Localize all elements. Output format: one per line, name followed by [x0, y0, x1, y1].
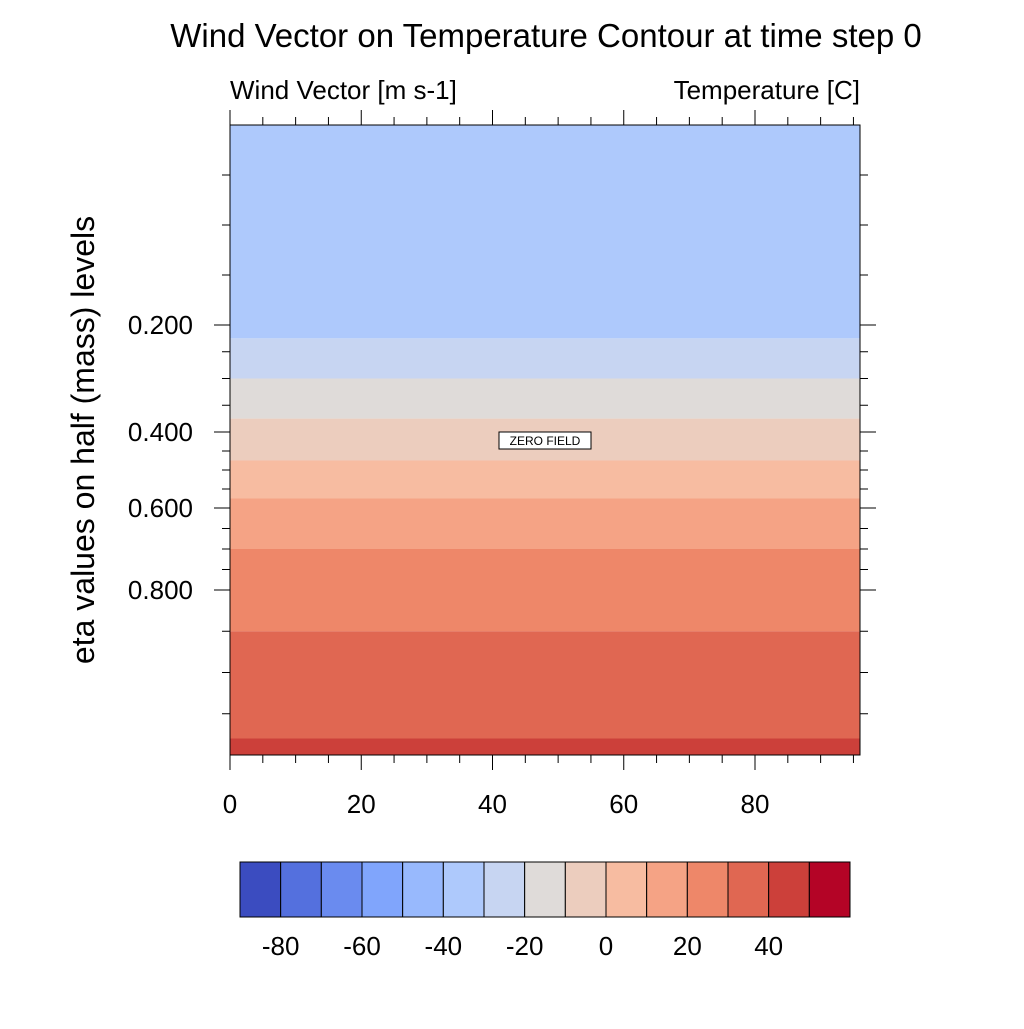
y-tick-label: 0.800	[128, 575, 193, 605]
colorbar-box-5	[442, 861, 485, 918]
colorbar-tick-label: -20	[506, 931, 544, 961]
colorbar-tick-label: -80	[262, 931, 300, 961]
x-tick-label: 80	[741, 789, 770, 819]
colorbar-box-0	[239, 861, 282, 918]
colorbar-box-7	[524, 861, 566, 918]
contour-band-1	[230, 338, 860, 379]
colorbar-box-12	[727, 861, 770, 918]
contour-band-6	[230, 549, 860, 632]
colorbar-tick-label: -60	[343, 931, 381, 961]
y-tick-labels: 0.200 0.400 0.600 0.800	[128, 310, 193, 605]
temperature-contour-fill	[230, 125, 860, 755]
contour-band-0	[230, 125, 860, 339]
x-tick-label: 0	[223, 789, 237, 819]
colorbar-box-6	[483, 861, 526, 918]
colorbar-box-3	[361, 861, 404, 918]
left-subtitle: Wind Vector [m s-1]	[230, 75, 457, 105]
x-tick-label: 60	[609, 789, 638, 819]
colorbar-box-11	[686, 861, 729, 918]
contour-band-7	[230, 631, 860, 739]
contour-band-5	[230, 498, 860, 549]
colorbar-tick-label: 20	[673, 931, 702, 961]
y-tick-label: 0.400	[128, 417, 193, 447]
x-tick-labels: 0 20 40 60 80	[223, 789, 770, 819]
plot-frame	[229, 124, 861, 756]
colorbar-box-1	[280, 861, 322, 918]
colorbar-box-13	[768, 861, 810, 918]
colorbar-box-2	[320, 861, 363, 918]
colorbar	[239, 861, 851, 918]
axis-ticks	[214, 110, 876, 770]
colorbar-box-8	[564, 861, 607, 918]
zero-field-box	[498, 431, 592, 450]
x-tick-label: 40	[478, 789, 507, 819]
colorbar-box-14	[808, 861, 851, 918]
colorbar-tick-label: 0	[599, 931, 613, 961]
colorbar-tick-label: 40	[754, 931, 783, 961]
y-tick-label: 0.600	[128, 493, 193, 523]
zero-field-label: ZERO FIELD	[498, 431, 592, 450]
y-tick-label: 0.200	[128, 310, 193, 340]
contour-band-8	[230, 738, 860, 755]
colorbar-box-4	[402, 861, 444, 918]
colorbar-box-10	[646, 861, 688, 918]
colorbar-tick-label: -40	[425, 931, 463, 961]
contour-band-2	[230, 378, 860, 419]
colorbar-tick-labels: -80 -60 -40 -20 0 20 40	[262, 931, 783, 961]
x-tick-label: 20	[347, 789, 376, 819]
y-axis-label: eta values on half (mass) levels	[65, 216, 101, 664]
contour-band-4	[230, 460, 860, 499]
right-subtitle: Temperature [C]	[674, 75, 860, 105]
chart-title: Wind Vector on Temperature Contour at ti…	[170, 17, 921, 54]
zero-field-text: ZERO FIELD	[510, 434, 581, 448]
colorbar-box-9	[605, 861, 648, 918]
